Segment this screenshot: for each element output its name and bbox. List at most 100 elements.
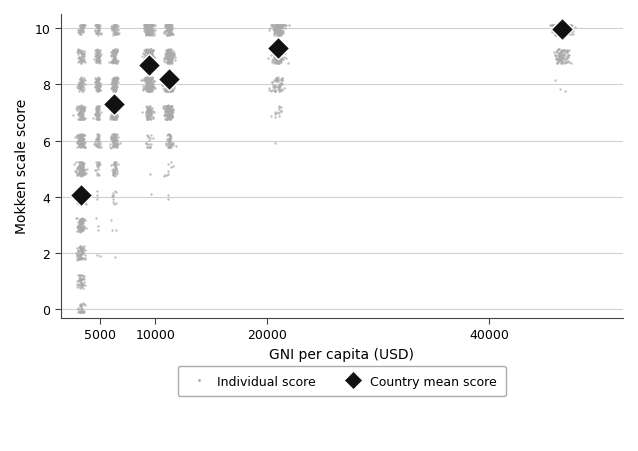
Point bbox=[161, 54, 172, 61]
Point bbox=[144, 53, 154, 60]
Point bbox=[142, 116, 152, 124]
Point bbox=[107, 24, 117, 31]
Point bbox=[549, 50, 560, 57]
Point bbox=[276, 24, 286, 32]
Point bbox=[77, 83, 87, 90]
Point bbox=[166, 87, 176, 94]
Point bbox=[553, 30, 563, 37]
Point bbox=[271, 84, 281, 92]
Point bbox=[109, 48, 119, 55]
Point bbox=[142, 31, 152, 38]
Point bbox=[165, 81, 175, 88]
Point bbox=[77, 276, 87, 283]
Point bbox=[166, 87, 176, 94]
Point bbox=[165, 80, 175, 87]
Point bbox=[161, 32, 172, 39]
Point bbox=[95, 83, 105, 90]
Point bbox=[78, 161, 88, 169]
Point bbox=[274, 23, 285, 30]
Point bbox=[110, 226, 121, 234]
Point bbox=[163, 197, 174, 204]
Point bbox=[77, 135, 87, 143]
Point bbox=[270, 23, 280, 30]
Point bbox=[165, 116, 175, 124]
Point bbox=[76, 189, 86, 197]
Point bbox=[160, 116, 170, 123]
Point bbox=[75, 308, 85, 315]
Point bbox=[150, 23, 160, 30]
Point bbox=[108, 111, 118, 119]
Point bbox=[163, 171, 173, 178]
Point bbox=[164, 23, 174, 30]
Point bbox=[561, 27, 572, 34]
Point bbox=[276, 80, 286, 87]
Point bbox=[91, 58, 101, 65]
Point bbox=[163, 87, 174, 95]
Point bbox=[77, 133, 87, 140]
Point bbox=[165, 84, 175, 92]
Point bbox=[108, 110, 119, 118]
Point bbox=[165, 108, 175, 115]
Point bbox=[144, 85, 154, 92]
Point bbox=[162, 55, 172, 62]
Point bbox=[144, 50, 154, 57]
Point bbox=[75, 169, 85, 176]
Point bbox=[271, 23, 281, 30]
Point bbox=[111, 136, 121, 143]
Point bbox=[164, 112, 174, 120]
Point bbox=[93, 87, 103, 95]
Point bbox=[554, 47, 565, 54]
Point bbox=[163, 74, 174, 82]
Point bbox=[78, 54, 89, 61]
Point bbox=[112, 114, 122, 121]
Point bbox=[559, 28, 569, 35]
Point bbox=[275, 82, 285, 89]
Point bbox=[109, 168, 119, 175]
Point bbox=[77, 48, 87, 55]
Point bbox=[74, 143, 84, 150]
Point bbox=[75, 255, 85, 262]
Point bbox=[144, 108, 154, 115]
Point bbox=[276, 31, 286, 38]
Point bbox=[74, 137, 84, 144]
Point bbox=[165, 87, 175, 94]
Point bbox=[142, 84, 152, 91]
Point bbox=[162, 24, 172, 31]
Point bbox=[77, 193, 87, 200]
Point bbox=[144, 60, 154, 67]
Point bbox=[94, 55, 104, 62]
Point bbox=[145, 144, 155, 152]
Point bbox=[161, 83, 172, 91]
Point bbox=[164, 31, 174, 38]
Point bbox=[163, 23, 174, 30]
Point bbox=[272, 83, 282, 90]
Point bbox=[75, 104, 85, 111]
Point bbox=[110, 58, 120, 65]
Point bbox=[78, 136, 88, 143]
Point bbox=[107, 114, 117, 121]
Point bbox=[74, 282, 84, 290]
Point bbox=[162, 26, 172, 33]
Point bbox=[552, 25, 562, 32]
Point bbox=[165, 26, 175, 33]
Point bbox=[75, 58, 85, 65]
Point bbox=[110, 254, 120, 261]
Point bbox=[110, 23, 120, 30]
Point bbox=[75, 244, 85, 251]
Point bbox=[162, 110, 172, 117]
Point bbox=[268, 24, 278, 32]
Point bbox=[112, 77, 122, 84]
Point bbox=[75, 132, 85, 139]
Point bbox=[142, 84, 152, 92]
Point bbox=[165, 110, 175, 117]
Point bbox=[166, 85, 176, 92]
Point bbox=[105, 81, 115, 88]
Point bbox=[74, 113, 84, 120]
Point bbox=[75, 217, 85, 224]
Point bbox=[270, 23, 280, 31]
Point bbox=[561, 23, 571, 30]
Point bbox=[76, 196, 86, 203]
Point bbox=[560, 54, 570, 61]
Point bbox=[558, 55, 568, 62]
Point bbox=[110, 159, 121, 166]
